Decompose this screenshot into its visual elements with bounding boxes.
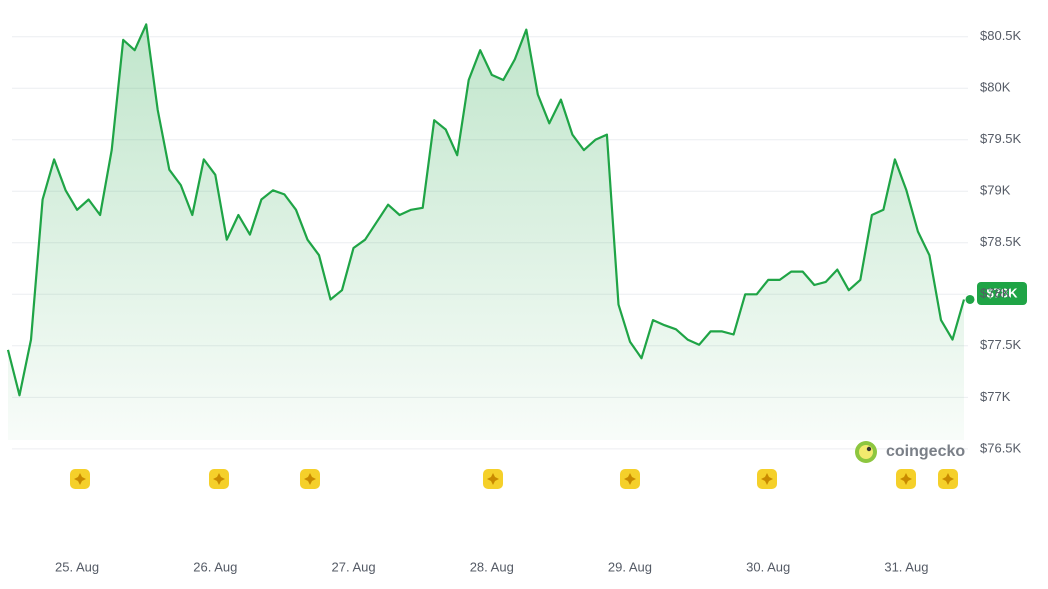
event-star <box>624 473 636 485</box>
y-tick-label: $78K <box>980 286 1011 301</box>
current-price-dot <box>965 294 975 304</box>
x-tick-label: 27. Aug <box>331 559 375 574</box>
watermark-logo-inner <box>859 445 873 459</box>
watermark-text: coingecko <box>886 443 965 460</box>
x-tick-label: 28. Aug <box>470 559 514 574</box>
x-tick-label: 30. Aug <box>746 559 790 574</box>
event-star <box>942 473 954 485</box>
x-tick-label: 31. Aug <box>884 559 928 574</box>
price-badge-bg <box>977 282 1027 305</box>
watermark: coingecko <box>855 441 965 463</box>
y-tick-label: $79K <box>980 183 1011 198</box>
y-tick-label: $76.5K <box>980 440 1022 455</box>
price-badge: $78K <box>977 282 1027 305</box>
y-tick-label: $77.5K <box>980 337 1022 352</box>
price-badge-text: $78K <box>986 285 1018 300</box>
event-markers <box>70 469 958 489</box>
event-star <box>900 473 912 485</box>
y-tick-label: $77K <box>980 389 1011 404</box>
x-tick-label: 26. Aug <box>193 559 237 574</box>
x-tick-label: 29. Aug <box>608 559 652 574</box>
price-area <box>8 24 964 441</box>
event-star <box>304 473 316 485</box>
event-star <box>74 473 86 485</box>
event-star <box>487 473 499 485</box>
y-tick-label: $78.5K <box>980 234 1022 249</box>
y-tick-label: $80.5K <box>980 28 1022 43</box>
event-star <box>761 473 773 485</box>
x-tick-label: 25. Aug <box>55 559 99 574</box>
price-line <box>6 23 966 397</box>
watermark-logo-eye <box>866 446 872 452</box>
event-star <box>213 473 225 485</box>
y-tick-label: $80K <box>980 80 1011 95</box>
y-tick-label: $79.5K <box>980 131 1022 146</box>
